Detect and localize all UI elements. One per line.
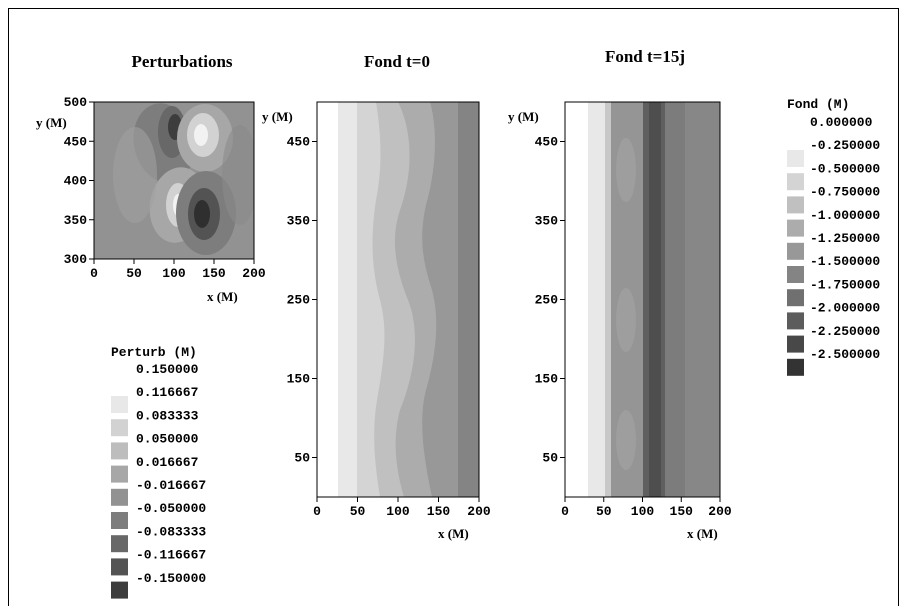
fond-legend-swatch [787, 358, 804, 376]
perturb-legend-swatch [111, 512, 128, 529]
fond-t15j-ylabel: y (M) [508, 109, 539, 124]
y-tick-label: 500 [64, 95, 88, 110]
perturb-legend-level: -0.150000 [136, 571, 206, 586]
perturb-legend-title: Perturb (M) [111, 345, 197, 360]
fond-legend-level: -2.500000 [810, 347, 880, 362]
fond-legend-level: -0.750000 [810, 185, 880, 200]
perturb-legend-level: 0.150000 [136, 362, 199, 377]
y-tick-label: 350 [64, 213, 88, 228]
perturb-legend-swatch [111, 465, 128, 483]
fond-legend-level: -1.750000 [810, 277, 880, 292]
y-tick-label: 350 [287, 214, 311, 229]
perturb-legend-level: 0.083333 [136, 408, 199, 423]
x-tick-label: 150 [427, 504, 451, 519]
y-tick-label: 50 [542, 451, 558, 466]
fond-legend-level: -1.250000 [810, 231, 880, 246]
fond-t0-xlabel: x (M) [438, 526, 469, 541]
fond-t0-field [316, 101, 480, 498]
perturb-legend-swatch [111, 581, 128, 599]
perturb-legend-swatch [111, 488, 128, 506]
perturb-legend-swatch [111, 558, 128, 576]
fond-legend-swatch [787, 196, 804, 214]
x-tick-label: 50 [350, 504, 366, 519]
fond-legend-level: -2.250000 [810, 324, 880, 339]
perturbations-title: Perturbations [131, 52, 232, 71]
fond-legend-swatch [787, 219, 804, 237]
x-tick-label: 50 [596, 504, 612, 519]
fond-legend-level: -0.500000 [810, 161, 880, 176]
x-tick-label: 100 [631, 504, 655, 519]
fond-legend-level: -1.000000 [810, 208, 880, 223]
fond-legend-level: 0.000000 [810, 115, 873, 130]
fond-legend-swatch [787, 335, 804, 353]
x-tick-label: 200 [708, 504, 732, 519]
x-tick-label: 200 [467, 504, 491, 519]
perturb-legend-level: 0.116667 [136, 385, 198, 400]
fond-t0-ylabel: y (M) [262, 109, 293, 124]
x-tick-label: 100 [162, 266, 186, 281]
x-tick-label: 100 [386, 504, 410, 519]
x-tick-label: 0 [313, 504, 321, 519]
y-tick-label: 400 [64, 174, 88, 189]
fond-legend-swatch [787, 242, 804, 260]
fond-legend-swatch [787, 173, 804, 191]
perturbations-field [93, 101, 255, 260]
y-tick-label: 450 [535, 135, 559, 150]
x-tick-label: 0 [561, 504, 569, 519]
perturb-legend-swatch [111, 442, 128, 460]
y-tick-label: 250 [287, 293, 311, 308]
fond-legend-level: -0.250000 [810, 138, 880, 153]
y-tick-label: 350 [535, 214, 559, 229]
perturb-legend-level: 0.016667 [136, 455, 198, 470]
perturb-legend-level: -0.116667 [136, 548, 206, 563]
x-tick-label: 150 [202, 266, 226, 281]
perturbations-ylabel: y (M) [36, 115, 67, 130]
y-tick-label: 450 [287, 135, 311, 150]
y-tick-label: 150 [535, 372, 559, 387]
fond-legend-level: -1.500000 [810, 254, 880, 269]
perturb-legend-level: 0.050000 [136, 432, 199, 447]
y-tick-label: 300 [64, 252, 88, 267]
perturb-legend-level: -0.016667 [136, 478, 206, 493]
fond-legend-swatch [787, 266, 804, 283]
perturb-legend-swatch [111, 396, 128, 413]
fond-legend-swatch [787, 289, 804, 307]
y-tick-label: 150 [287, 372, 311, 387]
y-tick-label: 50 [294, 451, 310, 466]
x-tick-label: 200 [242, 266, 266, 281]
perturbations-xlabel: x (M) [207, 289, 238, 304]
x-tick-label: 50 [126, 266, 142, 281]
fond-legend-level: -2.000000 [810, 301, 880, 316]
x-tick-label: 0 [90, 266, 98, 281]
fond-legend-swatch [787, 150, 804, 167]
x-tick-label: 150 [670, 504, 694, 519]
perturb-legend-swatch [111, 535, 128, 553]
fond-t15j-xlabel: x (M) [687, 526, 718, 541]
y-tick-label: 250 [535, 293, 559, 308]
figure-frame [8, 8, 899, 606]
fond-t15j-field [564, 101, 721, 498]
perturb-legend-level: -0.083333 [136, 524, 206, 539]
perturb-legend-swatch [111, 419, 128, 437]
fond-legend-swatch [787, 312, 804, 330]
fond-legend-title: Fond (M) [787, 97, 849, 112]
perturb-legend-level: -0.050000 [136, 501, 206, 516]
fond-t0-title: Fond t=0 [364, 52, 430, 71]
fond-t15j-title: Fond t=15j [605, 47, 685, 66]
y-tick-label: 450 [64, 134, 88, 149]
